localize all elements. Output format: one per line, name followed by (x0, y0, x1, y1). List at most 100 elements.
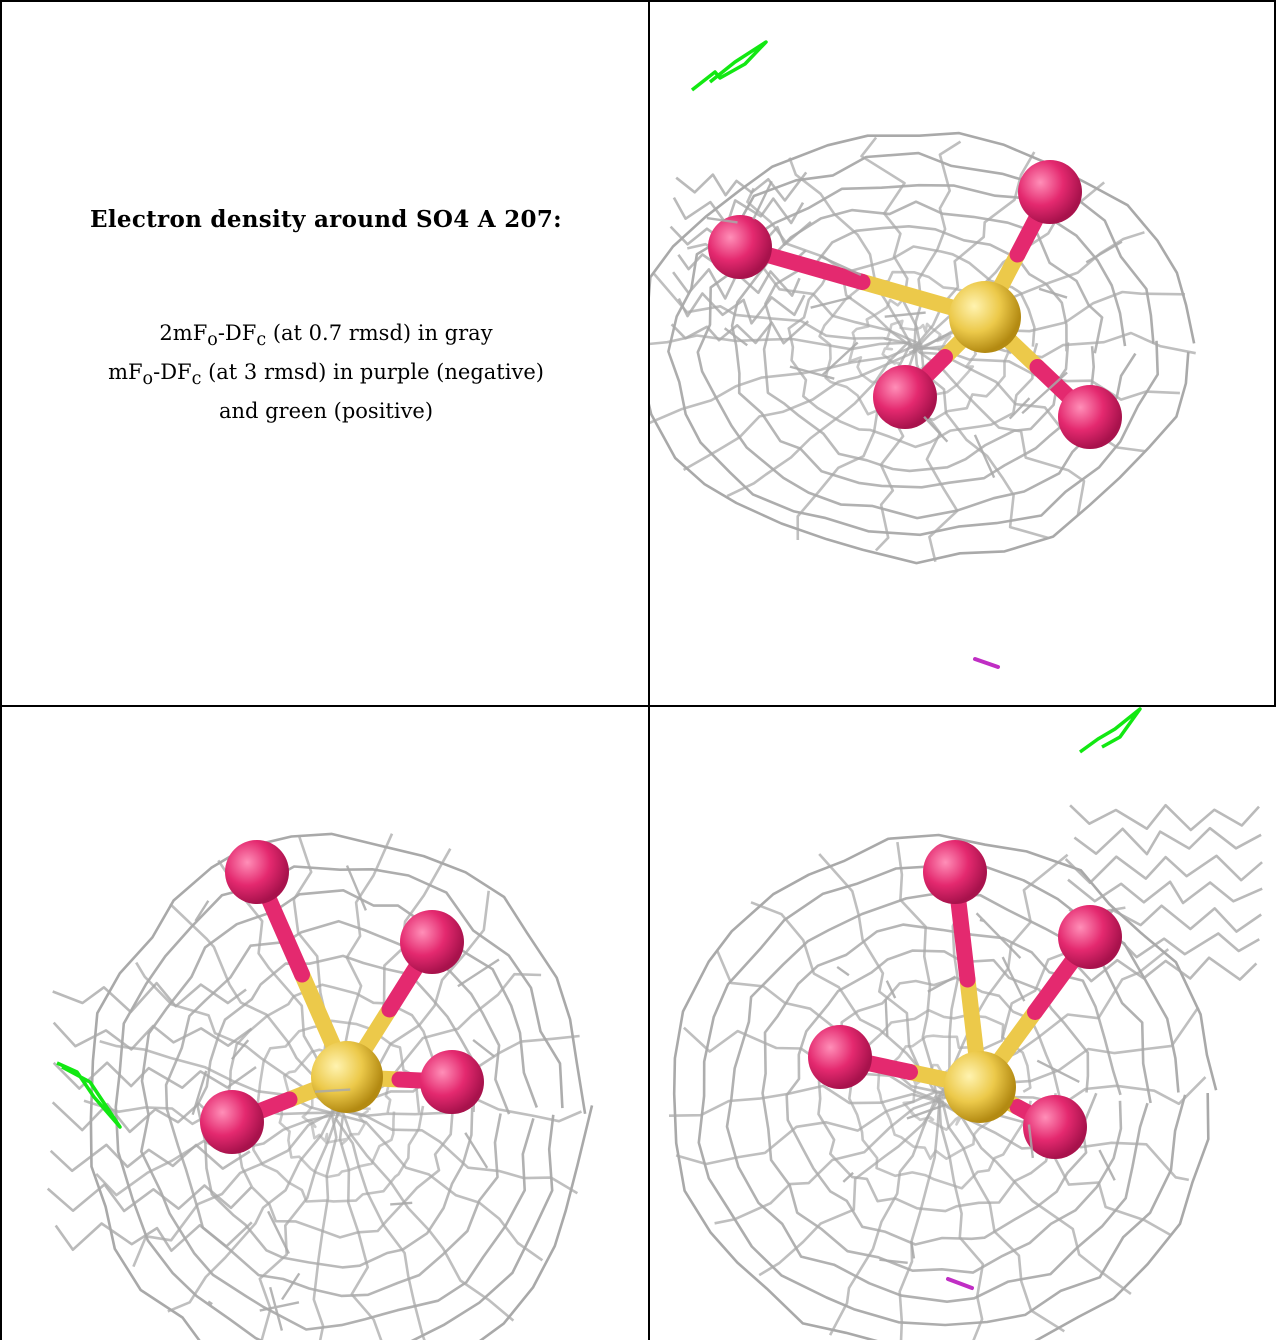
mesh-meridian (340, 1108, 515, 1322)
oxygen-atom (400, 910, 464, 974)
mesh-ring (730, 200, 1104, 489)
mesh-ring (847, 1008, 1032, 1190)
mesh-strand (314, 1088, 351, 1093)
mesh-strand (390, 1201, 413, 1206)
mesh-meridian (334, 1116, 426, 1340)
mesh-strand (973, 434, 996, 479)
caption: Electron density around SO4 A 207: 2mFo-… (2, 206, 648, 427)
mesh-lobe (677, 292, 806, 325)
mesh-meridian (342, 1109, 579, 1195)
mesh-meridian (653, 273, 920, 348)
mesh-strand (194, 900, 210, 922)
mesh-meridian (896, 841, 939, 1101)
positive-density (690, 40, 768, 92)
mesh-meridian (167, 1109, 336, 1313)
sulfur-atom (944, 1051, 1016, 1123)
mesh-ring (697, 864, 1187, 1327)
oxygen-atom (808, 1025, 872, 1089)
mesh-strand (1085, 240, 1123, 264)
oxygen-atom (873, 365, 937, 429)
mesh-lobe (52, 1021, 253, 1051)
mesh-meridian (940, 1100, 1065, 1333)
table-border-top (0, 0, 1276, 2)
mesh-strand (464, 1132, 489, 1169)
mesh-meridian (335, 1113, 544, 1262)
oxygen-atom (200, 1090, 264, 1154)
sulfur-atom (949, 281, 1021, 353)
density-view-bottom-right (650, 707, 1276, 1340)
mesh-meridian (650, 344, 917, 425)
caption-line-green: and green (positive) (218, 399, 434, 424)
oxygen-atom (420, 1050, 484, 1114)
table-divider-vertical (648, 0, 650, 1340)
mesh-ring (761, 923, 1123, 1274)
density-render-top-right (650, 40, 1196, 669)
mesh-ring (725, 892, 1152, 1303)
mesh-lobe (670, 320, 810, 345)
mesh-meridian (338, 1116, 383, 1340)
oxygen-atom (225, 840, 289, 904)
mesh-lobe (1067, 878, 1263, 905)
mesh-meridian (898, 1094, 941, 1340)
mesh-meridian (169, 903, 341, 1111)
table-border-left (0, 0, 2, 1340)
mesh-front (191, 865, 500, 1331)
mesh-strand (789, 365, 835, 380)
mesh-strand (191, 1070, 208, 1116)
mesh-lobe (52, 981, 247, 1014)
mesh-strand (752, 180, 773, 220)
mesh-strand (879, 1258, 908, 1265)
mesh-front (836, 912, 1116, 1265)
mesh-strand (906, 1103, 947, 1120)
mesh-meridian (919, 342, 1049, 540)
oxygen-atom (1023, 1095, 1087, 1159)
negative-density (973, 657, 1000, 669)
mesh-ring (114, 865, 564, 1340)
oxygen-atom (1058, 905, 1122, 969)
table-border-right (1274, 0, 1276, 706)
density-view-bottom-left (2, 707, 648, 1340)
mesh-strand (927, 975, 957, 993)
table-divider-horizontal (0, 705, 1276, 707)
caption-title: Electron density around SO4 A 207: (90, 206, 562, 233)
mesh-strand (207, 1300, 213, 1306)
mesh-strand (1021, 371, 1068, 415)
mesh-strand (1038, 287, 1068, 299)
mesh-lobe (54, 1221, 253, 1252)
mesh-strand (1001, 956, 1026, 1002)
mesh-strand (269, 1286, 284, 1331)
density-view-top-right (650, 2, 1274, 705)
caption-line-2mfo: 2mFo-DFc (at 0.7 rmsd) in gray (159, 321, 493, 351)
mesh-lobe (1064, 854, 1263, 885)
mesh-strand (820, 341, 859, 377)
mesh-meridian (132, 1108, 339, 1268)
mesh-ring (762, 225, 1070, 473)
mesh-strand (259, 1301, 300, 1312)
mesh-meridian (668, 1084, 944, 1117)
mesh-meridian (258, 1111, 340, 1340)
mesh-strand (281, 1272, 301, 1301)
density-render-bottom-right (668, 707, 1263, 1340)
mesh-strand (706, 216, 738, 224)
mesh-meridian (714, 1097, 942, 1225)
mesh-strand (979, 918, 986, 923)
mesh-meridian (937, 1094, 985, 1340)
mesh-strand (267, 1210, 290, 1255)
mesh-meridian (933, 1095, 1172, 1237)
mesh-meridian (936, 1100, 1132, 1295)
mesh-meridian (682, 350, 917, 472)
mesh-ring (817, 976, 1062, 1213)
density-render-bottom-left (46, 832, 594, 1340)
mesh-meridian (818, 853, 947, 1093)
caption-cell: Electron density around SO4 A 207: 2mFo-… (2, 2, 648, 705)
caption-line-mfo: mFo-DFc (at 3 rmsd) in purple (negative) (108, 360, 544, 390)
mesh-meridian (758, 1097, 941, 1277)
mesh-strand (1036, 1059, 1080, 1083)
positive-density (56, 1061, 122, 1129)
negative-density (946, 1277, 974, 1290)
mesh-strand (842, 1171, 854, 1183)
mesh-strand (231, 1039, 250, 1061)
oxygen-atom (1018, 160, 1082, 224)
mesh-meridian (726, 340, 911, 498)
mesh-strand (884, 311, 926, 318)
